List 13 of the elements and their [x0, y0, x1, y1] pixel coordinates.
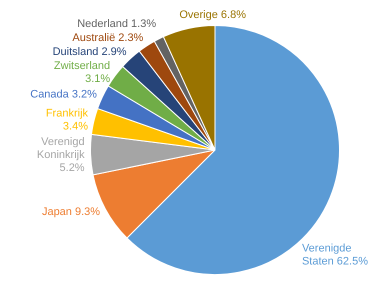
slice-label: Zwitserland	[54, 60, 110, 72]
data-label: 3.4%	[62, 120, 88, 132]
slice-label: Verenigde Staten 62.5%	[302, 242, 368, 268]
data-label: 3.1%	[85, 72, 110, 85]
slice-label: Japan 9.3%	[42, 206, 100, 218]
slice-label: Australië 2.3%	[72, 32, 144, 44]
slice-label: Overige 6.8%	[179, 9, 246, 22]
slice-label: Nederland 1.3%	[77, 18, 156, 30]
slice-label: Canada 3.2%	[30, 88, 98, 100]
data-label: 5.2%	[60, 162, 85, 174]
slice-label: Verenigd Koninkrijk	[36, 136, 86, 161]
slice-label: Frankrijk	[46, 107, 89, 120]
slice-label: Duitsland 2.9%	[52, 46, 127, 58]
